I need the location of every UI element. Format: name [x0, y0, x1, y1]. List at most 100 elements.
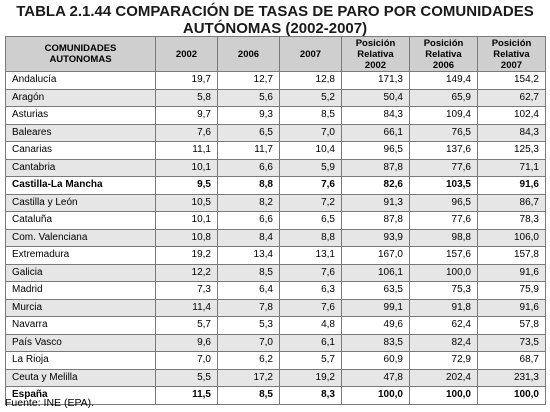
value-cell: 5,9	[279, 158, 342, 177]
value-cell: 7,2	[279, 193, 342, 212]
value-cell: 82,6	[341, 176, 410, 195]
table-row: País Vasco 9,6 7,0 6,1 83,5 82,4 73,5	[5, 333, 546, 352]
value-cell: 8,5	[217, 386, 280, 405]
table-row: Andalucía 19,7 12,7 12,8 171,3 149,4 154,2	[5, 71, 546, 90]
title-line-1: TABLA 2.1.44 COMPARACIÓN DE TASAS DE PAR…	[16, 3, 534, 20]
value-cell: 10,1	[155, 158, 218, 177]
value-cell: 8,2	[217, 193, 280, 212]
value-cell: 125,3	[477, 141, 546, 160]
value-cell: 63,5	[341, 281, 410, 300]
value-cell: 6,4	[217, 281, 280, 300]
value-cell: 149,4	[409, 71, 478, 90]
title-line-2: AUTÓNOMAS (2002-2007)	[182, 20, 368, 37]
row-name-cell: La Rioja	[5, 351, 156, 370]
value-cell: 8,8	[279, 228, 342, 247]
value-cell: 171,3	[341, 71, 410, 90]
value-cell: 13,1	[279, 246, 342, 265]
value-cell: 7,3	[155, 281, 218, 300]
table-row: Cataluña 10,1 6,6 6,5 87,8 77,6 78,3	[5, 211, 546, 230]
value-cell: 19,7	[155, 71, 218, 90]
value-cell: 47,8	[341, 368, 410, 387]
header-2002: 2002	[155, 36, 218, 72]
value-cell: 91,8	[409, 298, 478, 317]
unemployment-table: COMUNIDADES AUTONOMAS 2002 2006 2007 Pos…	[5, 36, 546, 405]
value-cell: 8,5	[217, 263, 280, 282]
value-cell: 5,8	[155, 88, 218, 107]
value-cell: 106,1	[341, 263, 410, 282]
value-cell: 103,5	[409, 176, 478, 195]
value-cell: 10,5	[155, 193, 218, 212]
row-name-cell: Ceuta y Melilla	[5, 368, 156, 387]
header-2006: 2006	[217, 36, 280, 72]
value-cell: 5,6	[217, 88, 280, 107]
value-cell: 7,8	[217, 298, 280, 317]
value-cell: 10,8	[155, 228, 218, 247]
value-cell: 13,4	[217, 246, 280, 265]
value-cell: 6,5	[279, 211, 342, 230]
value-cell: 7,0	[217, 333, 280, 352]
value-cell: 7,6	[279, 298, 342, 317]
value-cell: 102,4	[477, 106, 546, 125]
value-cell: 8,5	[279, 106, 342, 125]
row-name-cell: Cantabria	[5, 158, 156, 177]
value-cell: 8,3	[279, 386, 342, 405]
value-cell: 82,4	[409, 333, 478, 352]
value-cell: 6,6	[217, 211, 280, 230]
value-cell: 77,6	[409, 158, 478, 177]
row-name-cell: Murcia	[5, 298, 156, 317]
value-cell: 19,2	[155, 246, 218, 265]
value-cell: 7,0	[279, 123, 342, 142]
value-cell: 5,7	[279, 351, 342, 370]
value-cell: 19,2	[279, 368, 342, 387]
value-cell: 12,8	[279, 71, 342, 90]
value-cell: 91,6	[477, 176, 546, 195]
value-cell: 7,6	[279, 176, 342, 195]
table-row: Asturias 9,7 9,3 8,5 84,3 109,4 102,4	[5, 106, 546, 125]
value-cell: 106,0	[477, 228, 546, 247]
table-title: TABLA 2.1.44 COMPARACIÓN DE TASAS DE PAR…	[0, 3, 550, 37]
value-cell: 49,6	[341, 316, 410, 335]
row-name-cell: Andalucía	[5, 71, 156, 90]
table-row: España 11,5 8,5 8,3 100,0 100,0 100,0	[5, 386, 546, 405]
value-cell: 109,4	[409, 106, 478, 125]
row-name-cell: Extremadura	[5, 246, 156, 265]
value-cell: 96,5	[341, 141, 410, 160]
value-cell: 9,7	[155, 106, 218, 125]
value-cell: 9,6	[155, 333, 218, 352]
value-cell: 9,3	[217, 106, 280, 125]
value-cell: 73,5	[477, 333, 546, 352]
row-name-cell: Aragón	[5, 88, 156, 107]
value-cell: 87,8	[341, 211, 410, 230]
value-cell: 7,6	[279, 263, 342, 282]
value-cell: 57,8	[477, 316, 546, 335]
value-cell: 91,6	[477, 263, 546, 282]
value-cell: 5,5	[155, 368, 218, 387]
value-cell: 7,0	[155, 351, 218, 370]
value-cell: 84,3	[477, 123, 546, 142]
value-cell: 78,3	[477, 211, 546, 230]
table-row: Castilla-La Mancha 9,5 8,8 7,6 82,6 103,5 91,6	[5, 176, 546, 195]
value-cell: 10,1	[155, 211, 218, 230]
value-cell: 87,8	[341, 158, 410, 177]
value-cell: 6,6	[217, 158, 280, 177]
value-cell: 11,1	[155, 141, 218, 160]
value-cell: 86,7	[477, 193, 546, 212]
value-cell: 84,3	[341, 106, 410, 125]
header-posicion-2002: Posición Relativa 2002	[341, 36, 410, 72]
row-name-cell: Cataluña	[5, 211, 156, 230]
value-cell: 99,1	[341, 298, 410, 317]
value-cell: 12,2	[155, 263, 218, 282]
value-cell: 96,5	[409, 193, 478, 212]
value-cell: 11,7	[217, 141, 280, 160]
value-cell: 62,7	[477, 88, 546, 107]
header-posicion-2007: Posición Relativa 2007	[477, 36, 546, 72]
header-posicion-2006: Posición Relativa 2006	[409, 36, 478, 72]
value-cell: 202,4	[409, 368, 478, 387]
value-cell: 66,1	[341, 123, 410, 142]
value-cell: 9,5	[155, 176, 218, 195]
value-cell: 100,0	[341, 386, 410, 405]
source-note: Fuente: INE (EPA).	[5, 397, 95, 409]
table-row: Aragón 5,8 5,6 5,2 50,4 65,9 62,7	[5, 88, 546, 107]
value-cell: 231,3	[477, 368, 546, 387]
row-name-cell: Navarra	[5, 316, 156, 335]
